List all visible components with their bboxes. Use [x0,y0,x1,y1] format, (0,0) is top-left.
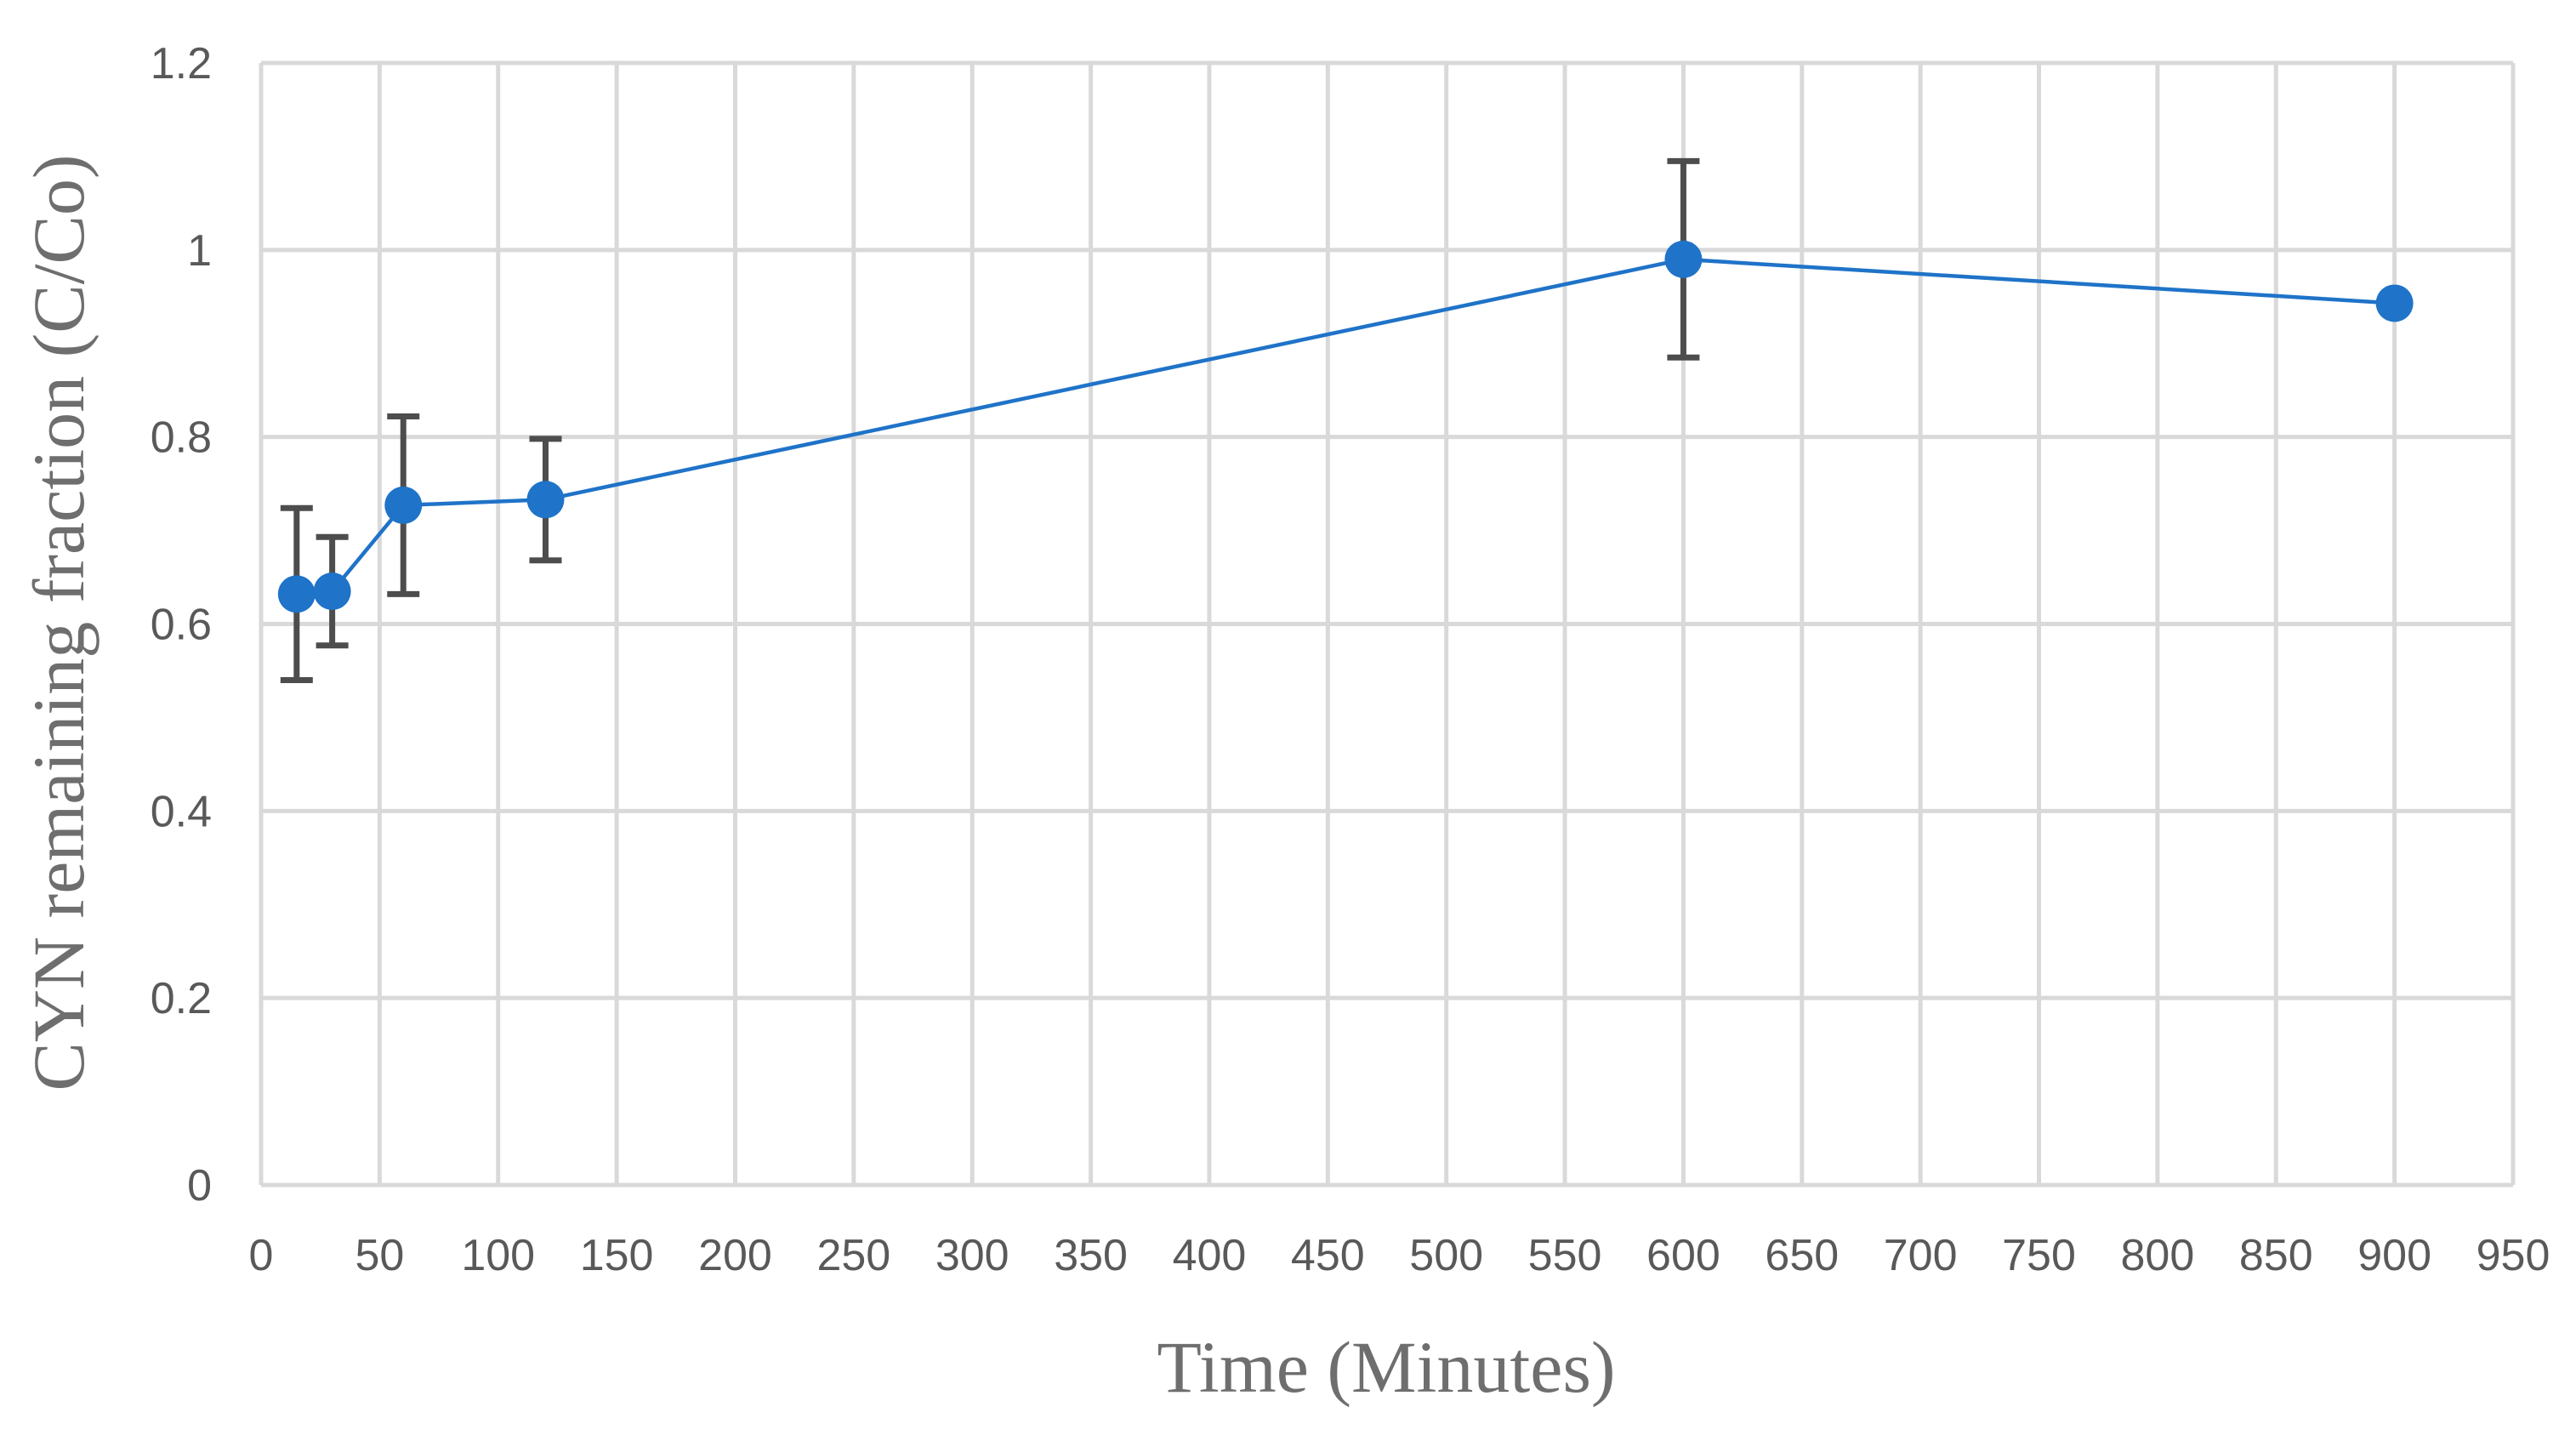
data-point [2375,284,2414,322]
data-point [384,486,423,524]
y-tick-label: 0 [187,1161,212,1211]
error-bar-layer [280,157,1700,683]
x-tick-label: 650 [1765,1231,1839,1280]
x-tick-label: 850 [2239,1231,2313,1280]
x-tick-label: 750 [2002,1231,2076,1280]
x-tick-label: 250 [816,1231,890,1280]
x-tick-label: 0 [249,1231,274,1280]
y-axis-title: CYN remaining fraction (C/Co) [18,154,100,1091]
y-tick-label: 1 [187,226,212,276]
x-tick-label: 950 [2476,1231,2550,1280]
y-tick-label: 1.2 [151,39,212,88]
x-tick-label: 100 [461,1231,535,1280]
x-tick-label: 350 [1054,1231,1128,1280]
x-tick-label: 200 [698,1231,772,1280]
y-tick-label: 0.4 [151,787,212,836]
x-tick-label: 450 [1291,1231,1365,1280]
y-tick-label: 0.8 [151,413,212,463]
x-tick-label: 300 [935,1231,1009,1280]
y-tick-labels: 0 0.2 0.4 0.6 0.8 1 1.2 [151,39,212,1211]
data-point-layer [277,240,2414,613]
x-tick-label: 150 [580,1231,654,1280]
x-tick-label: 600 [1646,1231,1720,1280]
x-tick-label: 50 [355,1231,404,1280]
x-tick-label: 400 [1173,1231,1247,1280]
data-point [277,575,316,613]
series-line [296,257,2395,596]
x-tick-label: 700 [1884,1231,1958,1280]
x-axis-title: Time (Minutes) [1157,1326,1615,1408]
series-line-layer [296,257,2395,596]
data-point [526,481,565,519]
x-tick-label: 800 [2121,1231,2195,1280]
y-tick-label: 0.6 [151,601,212,650]
x-tick-label: 500 [1409,1231,1483,1280]
x-tick-labels: 0 50 100 150 200 250 300 350 400 450 500 550 600 650 7… [249,1231,2550,1280]
x-tick-label: 550 [1528,1231,1602,1280]
grid-layer [259,60,2516,1188]
x-tick-label: 900 [2357,1231,2431,1280]
data-point [313,573,351,611]
y-tick-label: 0.2 [151,974,212,1023]
data-point [1664,240,1703,278]
